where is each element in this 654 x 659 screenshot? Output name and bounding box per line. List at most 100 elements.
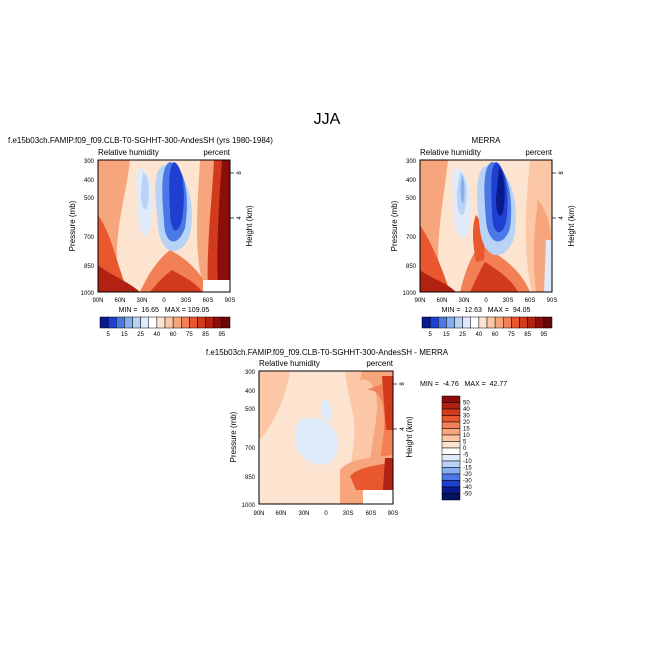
panel-difference: f.e15b03ch.FAMIP.f09_f09.CLB-T0-SGHHT-30… [206, 348, 507, 517]
colorbar-label: 15 [121, 332, 128, 338]
colorbar-label: 85 [524, 332, 531, 338]
colorbar-merra: 5 15 25 40 60 75 85 95 [421, 316, 553, 338]
panel-model-units-label: percent [203, 148, 230, 157]
pressure-tick: 1000 [81, 291, 95, 297]
panel-merra-x-ticks: 90N 60N 30N 0 30S 60S 90S [414, 298, 557, 304]
colorbar-swatch [107, 316, 117, 329]
panel-merra-y2-axis-label: Height (km) [567, 205, 576, 247]
pressure-tick: 500 [84, 196, 95, 202]
pressure-tick: 400 [84, 178, 95, 184]
pressure-tick: 850 [84, 264, 95, 270]
latitude-tick: 90S [547, 298, 558, 304]
colorbar-swatch [181, 316, 190, 329]
colorbar-label: 50 [463, 401, 470, 407]
colorbar-swatch [511, 316, 520, 329]
pressure-tick: 300 [406, 159, 417, 165]
colorbar-label: 20 [463, 420, 470, 426]
panel-difference-frame [258, 370, 394, 505]
latitude-tick: 0 [324, 511, 328, 517]
latitude-tick: 60S [525, 298, 536, 304]
colorbar-swatch [441, 486, 461, 494]
colorbar-label: 40 [476, 332, 483, 338]
latitude-tick: 60N [114, 298, 125, 304]
panel-model-height-ticks: 8 4 [230, 171, 243, 220]
colorbar-swatch [213, 316, 223, 329]
panel-difference-x-ticks: 90N 60N 30N 0 30S 60S 90S [253, 511, 398, 517]
panel-model-heading: f.e15b03ch.FAMIP.f09_f09.CLB-T0-SGHHT-30… [8, 136, 273, 145]
panel-difference-stats: MIN = -4.76 MAX = 42.77 [420, 381, 507, 388]
colorbar-swatch [99, 316, 109, 329]
latitude-tick: 60N [275, 511, 286, 517]
panel-model-frame [97, 159, 231, 293]
panel-merra-heading: MERRA [472, 136, 502, 145]
colorbar-swatch [441, 473, 461, 481]
latitude-tick: 90N [253, 511, 264, 517]
colorbar-swatch [132, 316, 141, 329]
panel-merra-height-ticks: 8 4 [552, 171, 565, 220]
colorbar-swatch [441, 454, 461, 462]
panel-difference-heading: f.e15b03ch.FAMIP.f09_f09.CLB-T0-SGHHT-30… [206, 348, 449, 357]
colorbar-label: 15 [443, 332, 450, 338]
pressure-tick: 700 [406, 235, 417, 241]
latitude-tick: 30N [298, 511, 309, 517]
colorbar-swatch [441, 467, 461, 475]
panel-merra-frame [419, 159, 553, 293]
panel-model-stats: MIN = 16.65 MAX = 109.05 [119, 307, 210, 314]
panel-difference-height-ticks: 8 4 [393, 382, 406, 431]
height-tick: 4 [237, 216, 243, 220]
panel-model-y-ticks: 300 400 500 700 850 1000 [81, 159, 95, 297]
colorbar-label: 40 [463, 407, 470, 413]
colorbar-swatch [441, 421, 461, 429]
colorbar-label: -5 [463, 453, 469, 459]
latitude-tick: 90S [225, 298, 236, 304]
panel-difference-y-ticks: 300 400 500 700 850 1000 [242, 370, 256, 509]
panel-merra-variable-label: Relative humidity [420, 148, 481, 157]
colorbar-swatch [462, 316, 471, 329]
colorbar-label: 0 [463, 446, 467, 452]
colorbar-label: -20 [463, 472, 472, 478]
colorbar-swatch [429, 316, 439, 329]
colorbar-swatch [421, 316, 431, 329]
panel-model-variable-label: Relative humidity [98, 148, 159, 157]
pressure-tick: 400 [406, 178, 417, 184]
colorbar-swatch [441, 428, 461, 436]
latitude-tick: 30S [343, 511, 354, 517]
latitude-tick: 90N [414, 298, 425, 304]
pressure-tick: 700 [245, 446, 256, 452]
height-tick: 8 [400, 382, 406, 386]
pressure-tick: 400 [245, 389, 256, 395]
pressure-tick: 700 [84, 235, 95, 241]
colorbar-swatch [503, 316, 512, 329]
colorbar-swatch [205, 316, 214, 329]
colorbar-label: 60 [170, 332, 177, 338]
colorbar-swatch [478, 316, 488, 329]
colorbar-swatch [441, 447, 461, 455]
colorbar-label: 25 [137, 332, 144, 338]
colorbar-label: 5 [428, 332, 432, 338]
colorbar-label: 75 [186, 332, 193, 338]
latitude-tick: 30S [181, 298, 192, 304]
latitude-tick: 0 [162, 298, 166, 304]
pressure-tick: 1000 [403, 291, 417, 297]
pressure-tick: 850 [245, 475, 256, 481]
panel-model-y2-axis-label: Height (km) [245, 205, 254, 247]
figure-title: JJA [314, 111, 341, 128]
colorbar-swatch [454, 316, 463, 329]
height-tick: 4 [400, 427, 406, 431]
colorbar-swatch [441, 493, 461, 501]
latitude-tick: 90N [92, 298, 103, 304]
panel-merra: MERRA Relative humidity percent 300 400 [390, 136, 576, 338]
colorbar-swatch [441, 415, 461, 423]
pressure-tick: 300 [245, 370, 256, 376]
colorbar-swatch [140, 316, 149, 329]
panel-difference-variable-label: Relative humidity [259, 359, 320, 368]
colorbar-label: 5 [106, 332, 110, 338]
colorbar-swatch [189, 316, 198, 329]
colorbar-swatch [148, 316, 158, 329]
colorbar-swatch [172, 316, 182, 329]
pressure-tick: 1000 [242, 503, 256, 509]
pressure-tick: 500 [406, 196, 417, 202]
height-tick: 4 [559, 216, 565, 220]
